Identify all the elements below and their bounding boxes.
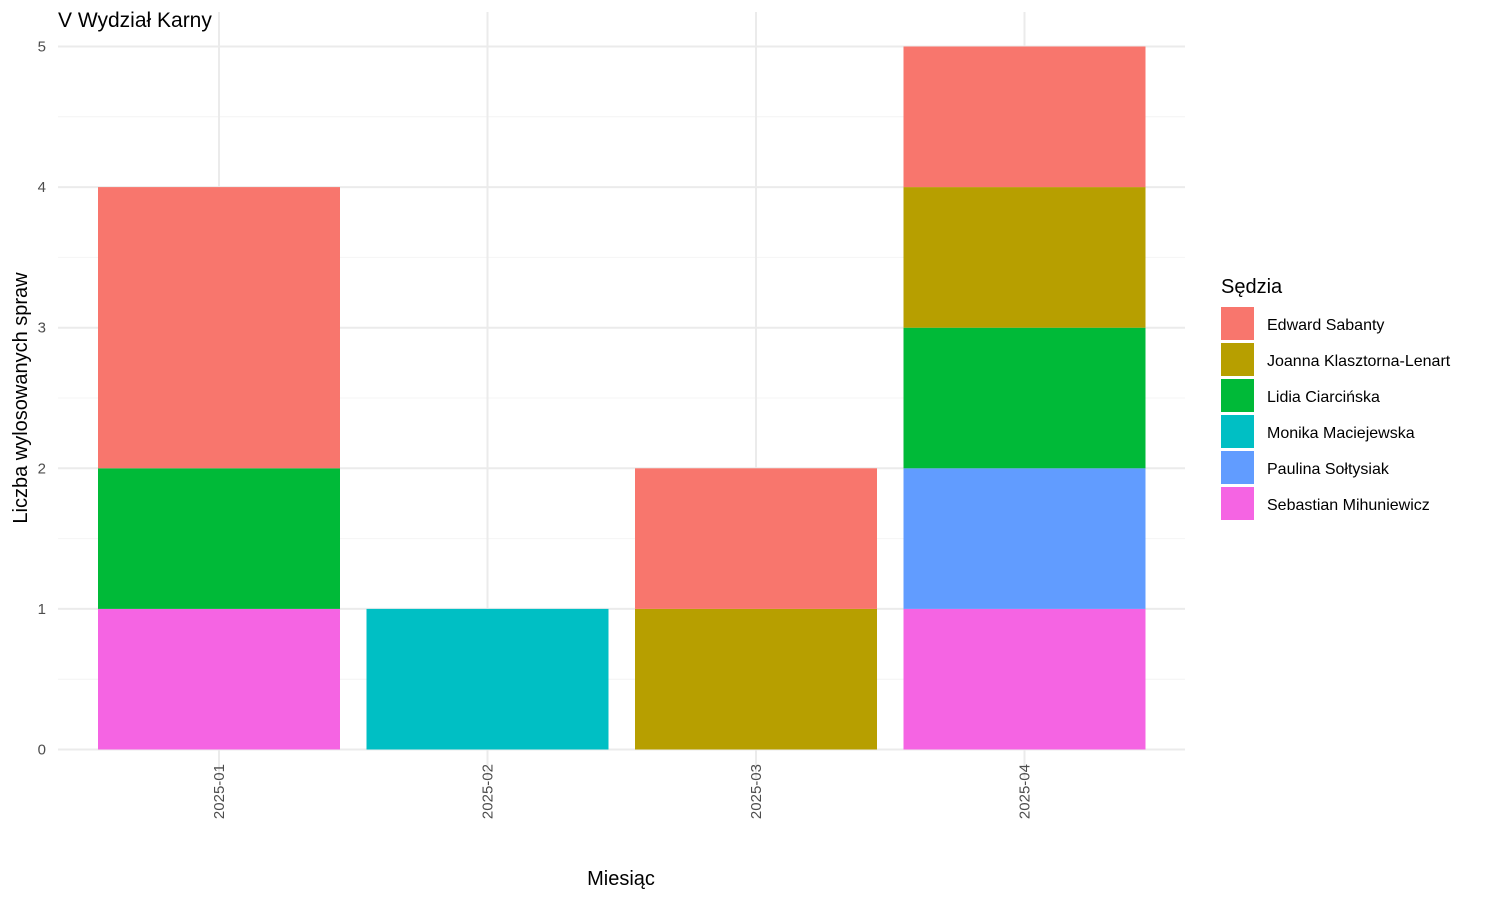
bar-segment xyxy=(635,468,877,609)
bar-segment xyxy=(635,608,877,750)
y-axis-ticks: 0 1 2 3 4 5 xyxy=(38,39,46,759)
y-tick-label: 4 xyxy=(38,179,46,196)
bar-segment xyxy=(903,46,1146,188)
legend-key xyxy=(1221,487,1254,520)
y-tick-label: 5 xyxy=(38,39,46,56)
bar-segment xyxy=(98,187,340,469)
x-tick-label: 2025-03 xyxy=(748,764,765,819)
legend-label: Joanna Klasztorna-Lenart xyxy=(1267,353,1451,370)
legend-label: Edward Sabanty xyxy=(1267,317,1384,334)
bar-segment xyxy=(98,608,340,750)
legend-title: Sędzia xyxy=(1221,276,1283,298)
x-axis-title: Miesiąc xyxy=(587,868,655,890)
bar-segment xyxy=(903,327,1146,469)
x-tick-label: 2025-04 xyxy=(1017,764,1034,819)
x-axis-ticks: 2025-01 2025-02 2025-03 2025-04 xyxy=(211,764,1034,819)
legend-key xyxy=(1221,307,1254,340)
bar-segment xyxy=(366,608,609,750)
y-tick-label: 3 xyxy=(38,320,46,337)
legend-key xyxy=(1221,415,1254,448)
x-tick-label: 2025-01 xyxy=(211,764,228,819)
chart-title: V Wydział Karny xyxy=(58,9,212,32)
bar-segment xyxy=(903,187,1146,328)
legend-key xyxy=(1221,343,1254,376)
y-tick-label: 0 xyxy=(38,742,46,759)
legend-label: Sebastian Mihuniewicz xyxy=(1267,497,1430,514)
x-tick-label: 2025-02 xyxy=(480,764,497,819)
y-tick-label: 2 xyxy=(38,460,46,477)
legend-label: Paulina Sołtysiak xyxy=(1267,461,1390,478)
y-axis-title: Liczba wylosowanych spraw xyxy=(10,272,32,524)
legend-key xyxy=(1221,451,1254,484)
bars xyxy=(98,46,1146,750)
bar-segment xyxy=(903,608,1146,750)
legend: Sędzia Edward Sabanty Joanna Klasztorna-L… xyxy=(1221,276,1451,520)
legend-label: Lidia Ciarcińska xyxy=(1267,389,1380,406)
legend-label: Monika Maciejewska xyxy=(1267,425,1415,442)
legend-key xyxy=(1221,379,1254,412)
bar-segment xyxy=(903,468,1146,609)
y-tick-label: 1 xyxy=(38,601,46,618)
bar-segment xyxy=(98,468,340,609)
